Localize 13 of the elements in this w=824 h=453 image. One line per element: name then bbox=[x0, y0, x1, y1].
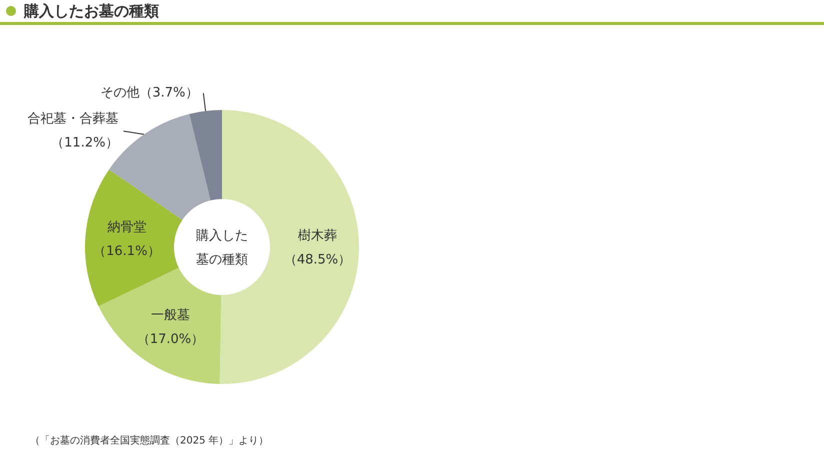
data-label: （17.0%） bbox=[136, 332, 204, 347]
data-label: （16.1%） bbox=[93, 244, 160, 260]
text: （「お墓の消費者全国実態調査（2025 年）」より） bbox=[30, 434, 269, 446]
slice-label: 納骨堂 bbox=[107, 220, 146, 236]
slice-label: 一般墓 bbox=[150, 308, 190, 323]
text: 墓の種類 bbox=[196, 252, 248, 268]
slice-label: その他（3.7%） bbox=[100, 86, 198, 101]
data-label: （48.5%） bbox=[284, 252, 352, 268]
slice-label: 合祀墓・合葬墓 bbox=[27, 112, 118, 127]
chart-title: 購入したお墓の種類 bbox=[24, 2, 159, 20]
text: 購入した bbox=[196, 228, 248, 244]
slice-label: 樹木葬 bbox=[298, 228, 337, 244]
data-label: （11.2%） bbox=[51, 136, 118, 151]
